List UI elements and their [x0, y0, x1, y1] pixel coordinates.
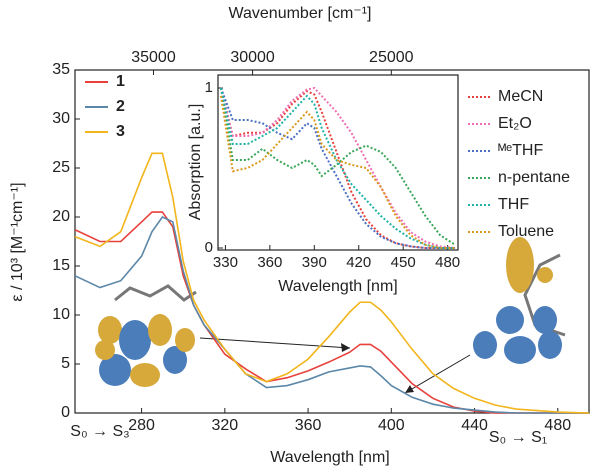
- legend-label: MeCN: [498, 88, 543, 105]
- y-tick-label: 5: [61, 355, 70, 372]
- legend-label: ᴹᵉTHF: [498, 142, 543, 159]
- inset-x-label: Wavelength [nm]: [278, 278, 397, 295]
- y-tick-label: 15: [52, 257, 70, 274]
- y-tick-label: 25: [52, 159, 70, 176]
- legend-label: n-pentane: [498, 169, 570, 186]
- x-tick-label: 450: [391, 254, 416, 271]
- x-tick-label: 320: [211, 417, 238, 434]
- x-tick-label: 360: [257, 254, 282, 271]
- legend-label: THF: [498, 196, 529, 213]
- y-tick-label: 0: [61, 404, 70, 421]
- arrow: [405, 355, 470, 393]
- orbital-s1: [473, 237, 565, 364]
- x2-tick-label: 25000: [369, 49, 414, 66]
- arrowhead: [341, 343, 350, 352]
- y-tick-label: 30: [52, 110, 70, 127]
- annotation: S₀ → S₃: [70, 423, 129, 440]
- inset-frame: [218, 75, 458, 250]
- y-tick-label: 10: [52, 306, 70, 323]
- x-tick-label: 400: [378, 417, 405, 434]
- x-tick-label: 330: [213, 254, 238, 271]
- x2-tick-label: 35000: [131, 49, 176, 66]
- x-tick-label: 480: [435, 254, 460, 271]
- orbital-s3: [95, 286, 196, 387]
- legend-label: Et₂O: [498, 115, 532, 132]
- y-tick-label: 0: [205, 239, 213, 256]
- x2-tick-label: 30000: [230, 49, 275, 66]
- x-label: Wavelength [nm]: [270, 449, 389, 466]
- x-tick-label: 420: [346, 254, 371, 271]
- legend-label: Toluene: [498, 223, 554, 240]
- y-label: ε / 10³ [M⁻¹cm⁻¹]: [9, 182, 26, 301]
- chart: Wavenumber [cm⁻¹] Wavelength [nm] ε / 10…: [0, 0, 590, 467]
- x-tick-label: 480: [544, 417, 571, 434]
- y-tick-label: 20: [52, 208, 70, 225]
- inset-y-label: Absorption [a.u.]: [187, 104, 204, 221]
- y-tick-label: 1: [205, 79, 213, 96]
- legend-label: 3: [116, 123, 125, 140]
- annotation: S₀ → S₁: [489, 429, 547, 446]
- x2-label: Wavenumber [cm⁻¹]: [229, 5, 372, 22]
- y-tick-label: 35: [52, 61, 70, 78]
- x-tick-label: 280: [128, 417, 155, 434]
- legend-label: 2: [116, 98, 125, 115]
- legend-label: 1: [116, 73, 125, 90]
- x-tick-label: 360: [295, 417, 322, 434]
- x-tick-label: 390: [302, 254, 327, 271]
- x-tick-label: 440: [461, 417, 488, 434]
